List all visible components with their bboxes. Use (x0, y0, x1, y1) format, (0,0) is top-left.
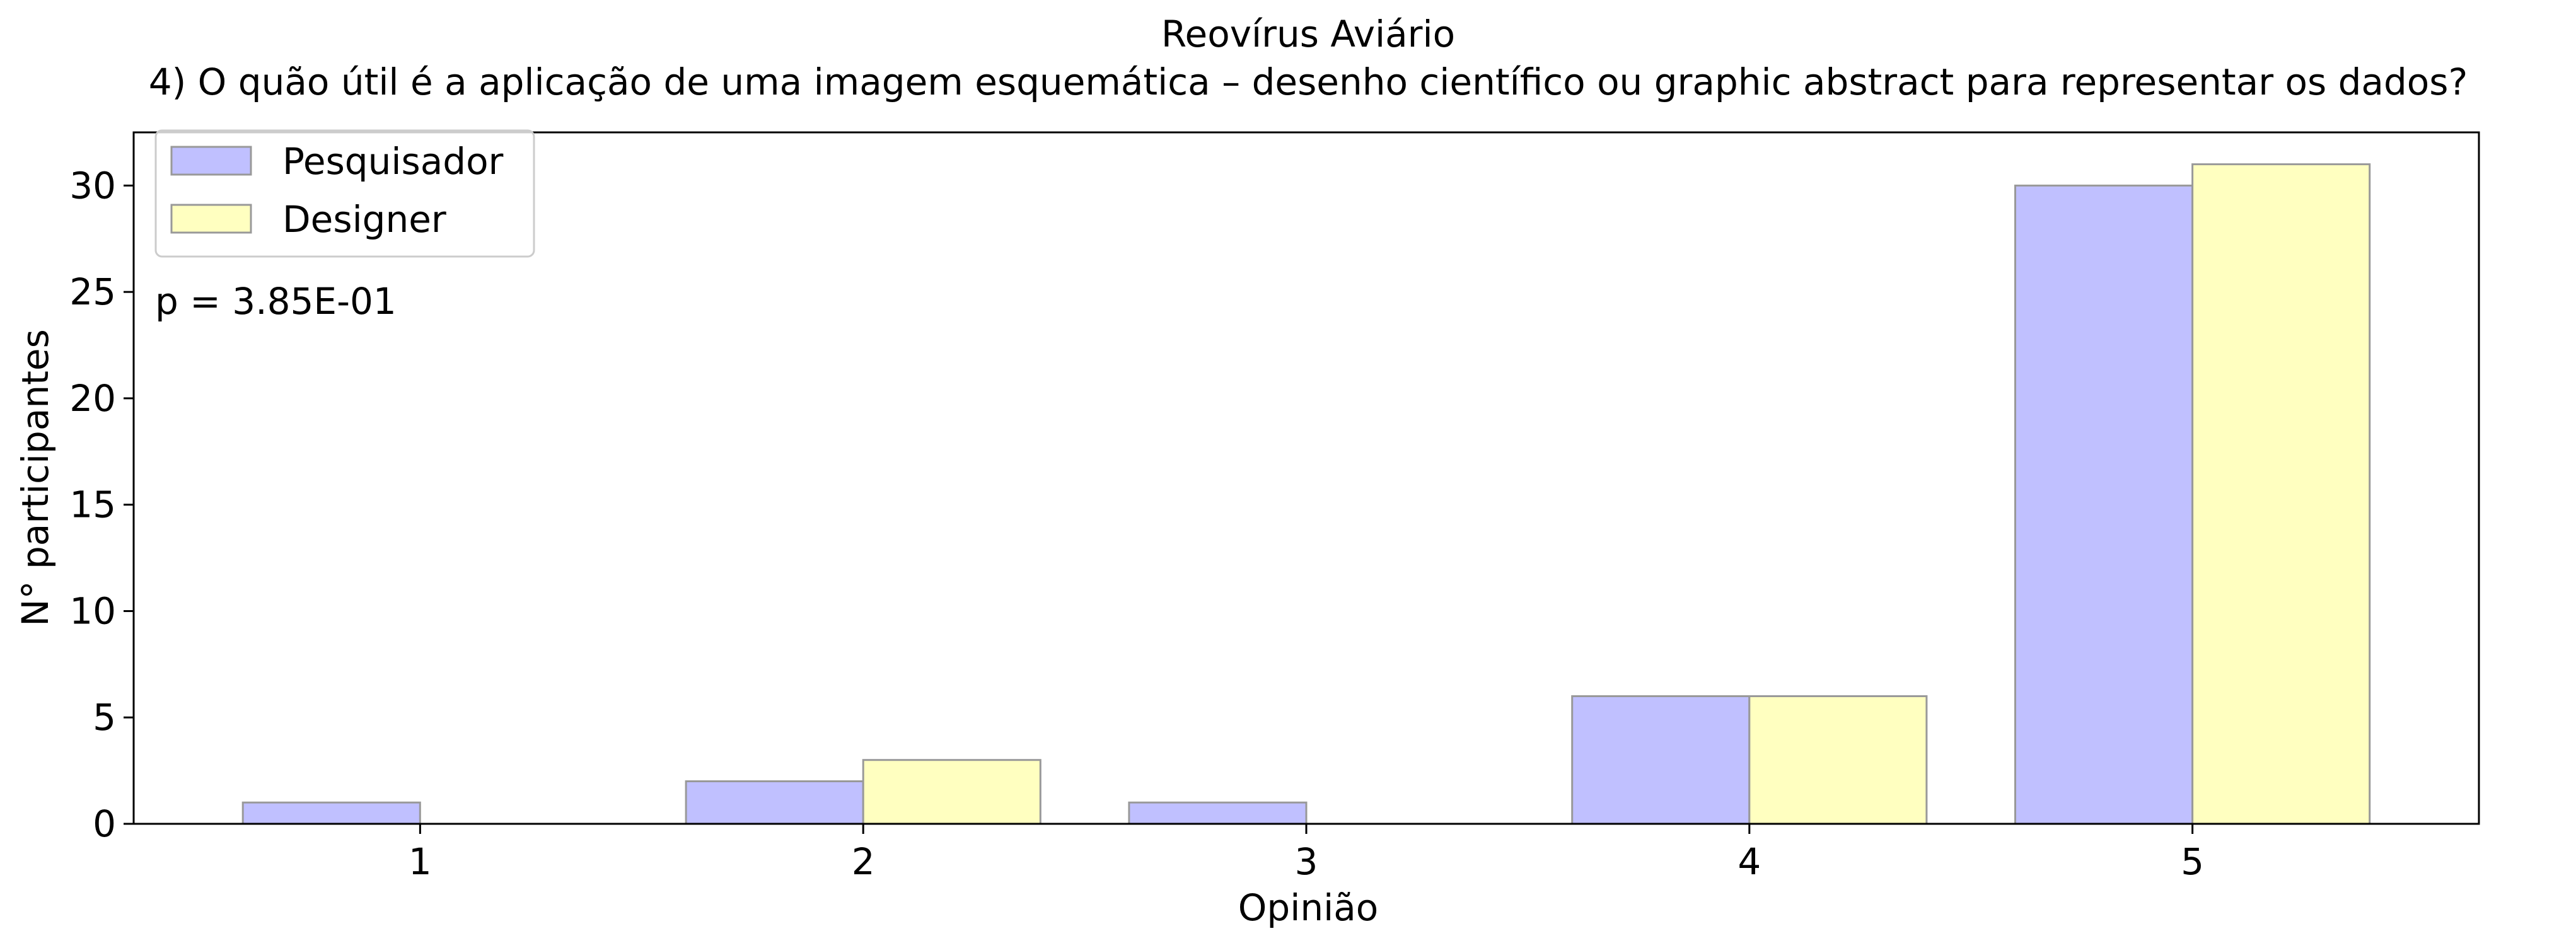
y-tick-label-5: 5 (93, 696, 116, 739)
bar-designer-4 (1748, 695, 1928, 825)
chart-subtitle: 4) O quão útil é a aplicação de uma imag… (149, 61, 2468, 103)
bar-pesquisador-3 (1128, 801, 1308, 825)
bar-designer-5 (2191, 163, 2371, 825)
x-tick-label-4: 4 (1738, 840, 1761, 883)
y-tick-label-15: 15 (69, 483, 116, 526)
y-tick-label-10: 10 (69, 589, 116, 632)
x-tick-label-5: 5 (2181, 840, 2204, 883)
p-value-annotation: p = 3.85E-01 (155, 280, 397, 323)
y-tick-label-30: 30 (69, 164, 116, 207)
x-tick-label-1: 1 (409, 840, 432, 883)
legend: Pesquisador Designer (154, 129, 535, 258)
chart-title: Reovírus Aviário (1161, 13, 1455, 55)
legend-swatch-designer (170, 204, 252, 234)
y-axis: 0 5 10 15 20 25 30 (69, 164, 134, 845)
bar-pesquisador-4 (1571, 695, 1751, 825)
bars-layer (241, 163, 2371, 825)
legend-swatch-pesquisador (170, 146, 252, 176)
y-tick-label-0: 0 (93, 802, 116, 845)
x-axis: 1 2 3 4 5 (409, 824, 2204, 883)
bar-pesquisador-2 (685, 780, 864, 825)
bar-pesquisador-5 (2014, 184, 2194, 825)
y-tick-label-20: 20 (69, 377, 116, 420)
y-axis-label: N° participantes (14, 329, 57, 627)
x-tick-label-3: 3 (1295, 840, 1318, 883)
legend-label-designer: Designer (282, 198, 446, 241)
y-tick-label-25: 25 (69, 270, 116, 313)
x-axis-label: Opinião (1238, 886, 1378, 929)
legend-label-pesquisador: Pesquisador (282, 140, 504, 183)
x-tick-label-2: 2 (852, 840, 875, 883)
bar-designer-2 (862, 759, 1041, 825)
bar-pesquisador-1 (241, 801, 421, 825)
